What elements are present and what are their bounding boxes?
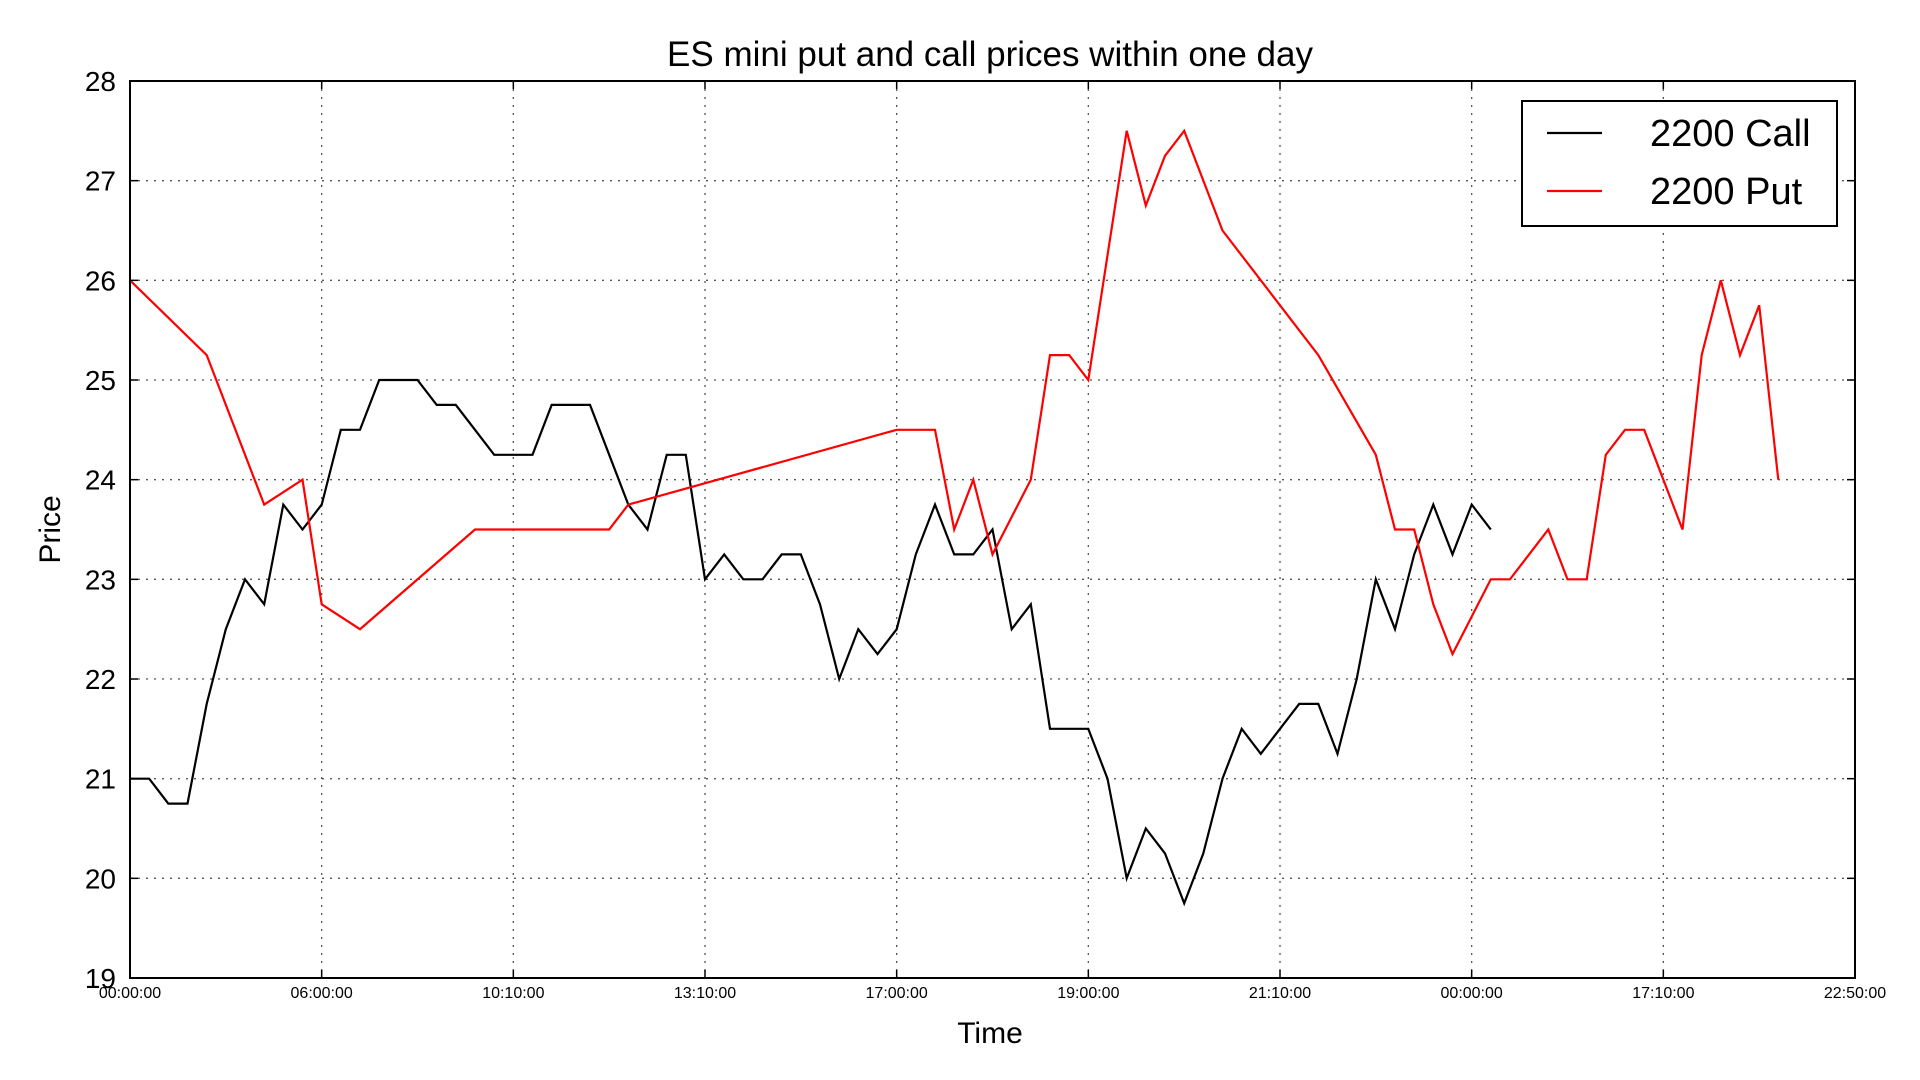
x-tick-label: 00:00:00: [99, 985, 161, 1002]
x-tick-label: 17:10:00: [1632, 985, 1694, 1002]
y-tick-label: 20: [85, 863, 116, 894]
legend-label-call: 2200 Call: [1650, 113, 1811, 155]
legend-box: [1521, 100, 1838, 227]
x-axis-label: Time: [957, 1017, 1023, 1050]
series-lines: [129, 128, 1780, 907]
plot-frame: [129, 80, 1856, 979]
x-tick-label: 00:00:00: [1441, 985, 1503, 1002]
y-tick-label: 26: [85, 265, 116, 296]
legend-label-put: 2200 Put: [1650, 171, 1803, 213]
x-tick-label: 10:10:00: [482, 985, 544, 1002]
x-tick-label: 21:10:00: [1249, 985, 1311, 1002]
y-tick-label: 23: [85, 564, 116, 595]
y-tick-label: 21: [85, 764, 116, 795]
x-tick-label: 06:00:00: [291, 985, 353, 1002]
y-tick-label: 19: [85, 963, 116, 994]
x-tick-label: 17:00:00: [866, 985, 928, 1002]
y-tick-label: 24: [85, 465, 116, 496]
y-tick-labels: 19 20 21 22 23 24 25 26 27 28: [85, 66, 116, 994]
chart-legend: 2200 Call 2200 Put: [1521, 100, 1838, 227]
x-tick-labels: 00:00:00 06:00:00 10:10:00 13:10:00 17:00:00…: [99, 985, 1886, 1002]
y-axis-label: Price: [34, 495, 67, 563]
x-tick-label: 19:00:00: [1057, 985, 1119, 1002]
chart-title: ES mini put and call prices within one d…: [667, 35, 1313, 74]
y-tick-label: 27: [85, 166, 116, 197]
y-tick-label: 22: [85, 664, 116, 695]
series-line-put: [129, 128, 1780, 657]
y-tick-label: 25: [85, 365, 116, 396]
series-line-call: [130, 378, 1492, 907]
axis-ticks: [129, 80, 1856, 979]
x-tick-label: 13:10:00: [674, 985, 736, 1002]
y-tick-label: 28: [85, 66, 116, 97]
x-tick-label: 22:50:00: [1824, 985, 1886, 1002]
